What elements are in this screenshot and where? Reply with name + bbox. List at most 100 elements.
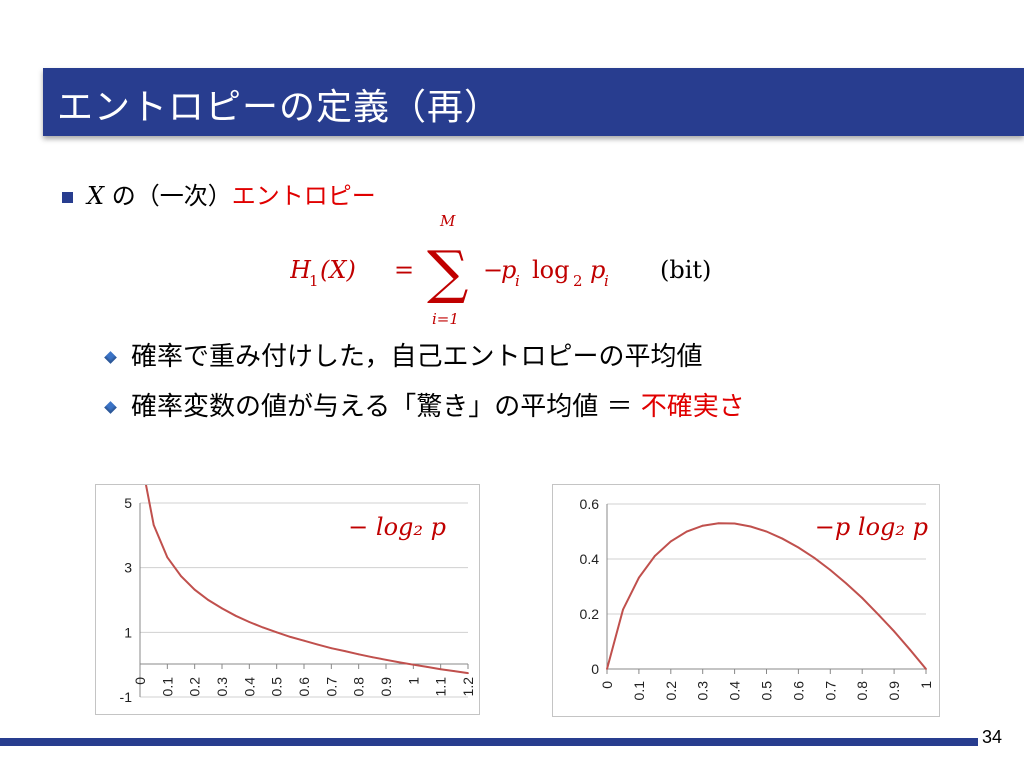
data-point <box>371 656 374 659</box>
data-point <box>893 630 895 633</box>
data-point <box>453 670 456 672</box>
page-number: 34 <box>982 727 1003 747</box>
main-bullet: X の（一次）エントロピー <box>62 176 376 211</box>
sub-bullet-1-text: 確率で重み付けした，自己エントロピーの平均値 <box>131 342 703 372</box>
sub-bullet-2: 確率変数の値が与える「驚き」の平均値 ＝ 不確実さ <box>104 386 745 423</box>
data-point <box>701 524 704 527</box>
data-point <box>669 540 672 543</box>
x-tick-label: 0.9 <box>378 677 394 697</box>
formula-p-1: p <box>501 256 516 284</box>
x-tick-label: 0.2 <box>663 681 679 701</box>
data-point <box>606 668 608 670</box>
data-point <box>829 569 832 571</box>
slide-title: エントロピーの定義（再） <box>57 87 502 128</box>
x-tick-label: 0.3 <box>695 681 711 701</box>
data-point <box>426 666 428 668</box>
diamond-bullet-icon <box>104 401 117 414</box>
formula-h: H <box>290 256 312 284</box>
data-point <box>717 522 720 525</box>
data-point <box>180 575 182 577</box>
y-tick-label: 0.4 <box>580 551 600 567</box>
data-point <box>765 530 768 533</box>
data-point <box>781 537 784 540</box>
title-bar: エントロピーの定義（再） <box>43 68 1024 136</box>
x-tick-label: 1.2 <box>460 677 476 697</box>
square-bullet-icon <box>62 191 73 203</box>
x-tick-label: 0.8 <box>351 677 367 697</box>
data-point <box>845 582 848 585</box>
data-point <box>344 650 346 652</box>
data-point <box>797 546 800 549</box>
x-tick-label: 0.4 <box>727 681 743 701</box>
x-tick-label: 1 <box>405 677 421 685</box>
main-bullet-red-text: エントロピー <box>231 182 376 210</box>
main-bullet-text: の（一次） <box>104 182 232 210</box>
formula-unit: (bit) <box>660 256 711 284</box>
data-point <box>152 524 155 526</box>
chart-entropy-panel: 0.6 0.4 0.2 0 0 0.1 0.2 0.3 0.4 0.5 0.6 0.7 0.8 0.9 1 −… <box>552 484 940 717</box>
data-point <box>877 613 879 616</box>
x-tick-label: 0.6 <box>790 681 806 701</box>
formula-p-2: p <box>590 256 605 284</box>
data-point <box>813 557 816 559</box>
x-tick-label: 0.5 <box>269 677 285 697</box>
sub-bullet-2-text: 確率変数の値が与える「驚き」の平均値 ＝ <box>131 392 641 422</box>
formula-minus: − <box>483 256 503 284</box>
data-point <box>193 588 196 591</box>
data-point <box>357 653 360 656</box>
chart-neg-log: 5 3 1 -1 0 0.1 0.2 0.3 0.4 0.5 0.6 0.7 0.8 0.9 1 1.1 1.2… <box>120 481 476 705</box>
data-point <box>733 522 736 525</box>
x-tick-label: 0.7 <box>822 681 838 701</box>
x-tick-label: 0.1 <box>159 677 175 697</box>
footer-bar <box>0 738 978 746</box>
data-point <box>861 597 864 599</box>
x-tick-label: 0.2 <box>187 677 203 697</box>
x-tick-label: 0.7 <box>323 677 339 697</box>
x-tick-label: 0.3 <box>214 677 230 697</box>
x-tick-label: 0.1 <box>631 681 647 701</box>
x-tick-label: 0.4 <box>241 677 257 697</box>
chart-title: − log₂ p <box>348 513 446 541</box>
sum-upper-limit: M <box>439 212 456 230</box>
series-line <box>606 522 927 670</box>
data-point <box>166 556 169 559</box>
data-point <box>439 668 442 671</box>
y-tick-label: 0 <box>591 661 599 677</box>
sum-symbol: ∑ <box>427 238 468 306</box>
y-tick-label: 0.6 <box>580 496 600 512</box>
formula-i-1: i <box>515 272 520 290</box>
data-point <box>749 525 752 528</box>
diamond-bullet-icon <box>104 351 117 364</box>
y-tick-label: -1 <box>120 689 133 705</box>
data-point <box>653 555 656 557</box>
data-point <box>234 614 237 617</box>
data-point <box>303 639 305 642</box>
data-point <box>909 648 911 651</box>
x-tick-label: 0.6 <box>296 677 312 697</box>
formula-log-base: 2 <box>573 272 583 290</box>
sub-bullet-2-red-text: 不確実さ <box>640 392 745 422</box>
x-tick-label: 0.9 <box>886 681 902 701</box>
data-point <box>207 599 210 601</box>
data-point <box>316 643 319 646</box>
data-point <box>262 626 264 629</box>
formula-log: log <box>532 256 570 284</box>
sub-bullet-1: 確率で重み付けした，自己エントロピーの平均値 <box>104 336 703 373</box>
x-tick-label: 0.5 <box>759 681 775 701</box>
data-point <box>638 576 640 579</box>
data-point <box>221 607 223 610</box>
y-tick-label: 0.2 <box>580 606 600 622</box>
data-point <box>330 647 333 650</box>
formula-equals: = <box>394 256 414 284</box>
y-tick-label: 3 <box>124 560 132 576</box>
chart-neg-log-panel: 5 3 1 -1 0 0.1 0.2 0.3 0.4 0.5 0.6 0.7 0.8 0.9 1 1.1 1.2… <box>95 481 480 715</box>
formula-h-subscript: 1 <box>309 272 319 290</box>
data-point <box>248 621 251 623</box>
chart-entropy: 0.6 0.4 0.2 00 0.1 0.2 0.3 0.4 0.5 0.6 0.7 0.8 0.9 1 −… <box>580 496 934 701</box>
data-point <box>275 631 278 634</box>
data-point <box>467 672 469 674</box>
variable-x: X <box>87 182 105 210</box>
formula-lhs-arg: (X) <box>320 256 356 284</box>
entropy-formula: H 1 (X) = M ∑ i=1 − p i log 2 p i (bit) <box>290 212 711 328</box>
data-point <box>925 668 927 670</box>
